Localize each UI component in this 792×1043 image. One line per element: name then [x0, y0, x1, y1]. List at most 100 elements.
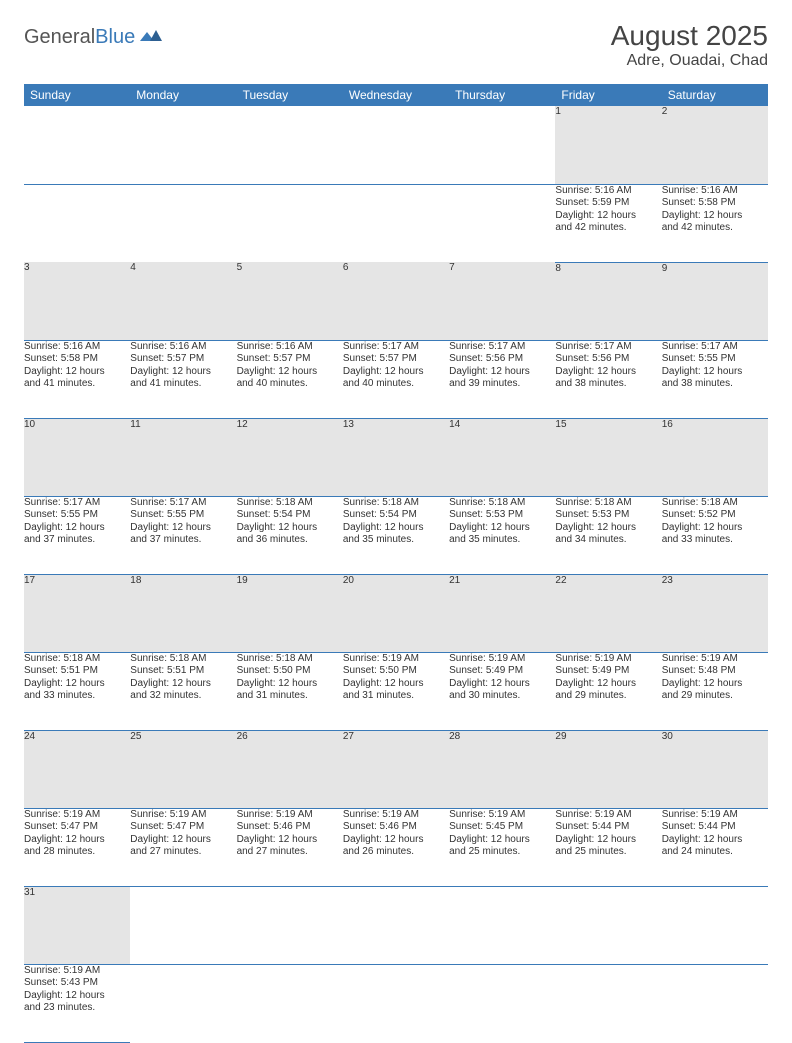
day-cell: Sunrise: 5:19 AMSunset: 5:50 PMDaylight:… [343, 652, 449, 730]
day-cell: Sunrise: 5:19 AMSunset: 5:47 PMDaylight:… [130, 808, 236, 886]
day-sunrise: Sunrise: 5:19 AM [662, 809, 768, 822]
day-day1: Daylight: 12 hours [662, 678, 768, 691]
day-cell: Sunrise: 5:18 AMSunset: 5:51 PMDaylight:… [130, 652, 236, 730]
day-sunset: Sunset: 5:48 PM [662, 665, 768, 678]
day-sunset: Sunset: 5:53 PM [449, 509, 555, 522]
day-number [24, 106, 130, 184]
day-cell: Sunrise: 5:18 AMSunset: 5:50 PMDaylight:… [237, 652, 343, 730]
day-day2: and 41 minutes. [130, 378, 236, 391]
day-header: Friday [555, 84, 661, 106]
day-number: 17 [24, 574, 130, 652]
day-sunset: Sunset: 5:47 PM [130, 821, 236, 834]
day-cell: Sunrise: 5:17 AMSunset: 5:55 PMDaylight:… [24, 496, 130, 574]
day-day2: and 35 minutes. [449, 534, 555, 547]
day-number [130, 106, 236, 184]
day-cell: Sunrise: 5:19 AMSunset: 5:47 PMDaylight:… [24, 808, 130, 886]
day-cell [449, 184, 555, 262]
logo: General Blue [24, 26, 162, 49]
day-cell: Sunrise: 5:16 AMSunset: 5:57 PMDaylight:… [130, 340, 236, 418]
day-sunrise: Sunrise: 5:17 AM [449, 341, 555, 354]
day-header: Wednesday [343, 84, 449, 106]
day-sunrise: Sunrise: 5:19 AM [237, 809, 343, 822]
day-cell: Sunrise: 5:19 AMSunset: 5:48 PMDaylight:… [662, 652, 768, 730]
day-sunset: Sunset: 5:50 PM [343, 665, 449, 678]
day-number: 1 [555, 106, 661, 184]
day-cell [130, 184, 236, 262]
day-cell [343, 964, 449, 1042]
day-number: 28 [449, 730, 555, 808]
day-number-row: 24252627282930 [24, 730, 768, 808]
day-day1: Daylight: 12 hours [662, 834, 768, 847]
day-day1: Daylight: 12 hours [449, 678, 555, 691]
location: Adre, Ouadai, Chad [611, 52, 768, 70]
day-sunset: Sunset: 5:50 PM [237, 665, 343, 678]
day-sunrise: Sunrise: 5:16 AM [24, 341, 130, 354]
day-day2: and 23 minutes. [24, 1002, 130, 1015]
day-sunset: Sunset: 5:49 PM [449, 665, 555, 678]
day-number [555, 886, 661, 964]
day-number-row: 10111213141516 [24, 418, 768, 496]
day-day1: Daylight: 12 hours [343, 678, 449, 691]
day-sunrise: Sunrise: 5:19 AM [555, 653, 661, 666]
day-day2: and 38 minutes. [555, 378, 661, 391]
day-sunset: Sunset: 5:53 PM [555, 509, 661, 522]
day-day2: and 39 minutes. [449, 378, 555, 391]
day-number: 18 [130, 574, 236, 652]
day-number: 22 [555, 574, 661, 652]
day-content-row: Sunrise: 5:19 AMSunset: 5:43 PMDaylight:… [24, 964, 768, 1042]
day-day1: Daylight: 12 hours [662, 366, 768, 379]
day-day2: and 36 minutes. [237, 534, 343, 547]
day-cell: Sunrise: 5:16 AMSunset: 5:58 PMDaylight:… [24, 340, 130, 418]
day-cell: Sunrise: 5:19 AMSunset: 5:46 PMDaylight:… [237, 808, 343, 886]
day-number: 15 [555, 418, 661, 496]
day-content-row: Sunrise: 5:19 AMSunset: 5:47 PMDaylight:… [24, 808, 768, 886]
day-day1: Daylight: 12 hours [662, 210, 768, 223]
day-day1: Daylight: 12 hours [237, 366, 343, 379]
day-sunset: Sunset: 5:49 PM [555, 665, 661, 678]
day-number: 21 [449, 574, 555, 652]
day-day2: and 27 minutes. [130, 846, 236, 859]
day-sunset: Sunset: 5:54 PM [237, 509, 343, 522]
day-sunrise: Sunrise: 5:18 AM [555, 497, 661, 510]
day-day1: Daylight: 12 hours [555, 210, 661, 223]
day-number [662, 886, 768, 964]
day-sunrise: Sunrise: 5:19 AM [24, 965, 130, 978]
day-sunrise: Sunrise: 5:17 AM [130, 497, 236, 510]
day-day2: and 35 minutes. [343, 534, 449, 547]
day-cell: Sunrise: 5:17 AMSunset: 5:55 PMDaylight:… [130, 496, 236, 574]
day-day2: and 31 minutes. [343, 690, 449, 703]
day-cell [237, 964, 343, 1042]
day-day2: and 27 minutes. [237, 846, 343, 859]
day-cell: Sunrise: 5:18 AMSunset: 5:53 PMDaylight:… [555, 496, 661, 574]
day-cell: Sunrise: 5:18 AMSunset: 5:53 PMDaylight:… [449, 496, 555, 574]
day-day1: Daylight: 12 hours [130, 678, 236, 691]
day-cell: Sunrise: 5:17 AMSunset: 5:55 PMDaylight:… [662, 340, 768, 418]
day-header: Monday [130, 84, 236, 106]
day-day1: Daylight: 12 hours [343, 522, 449, 535]
day-content-row: Sunrise: 5:18 AMSunset: 5:51 PMDaylight:… [24, 652, 768, 730]
day-number-row: 17181920212223 [24, 574, 768, 652]
day-header-row: SundayMondayTuesdayWednesdayThursdayFrid… [24, 84, 768, 106]
day-day1: Daylight: 12 hours [449, 366, 555, 379]
day-day2: and 40 minutes. [343, 378, 449, 391]
day-number: 30 [662, 730, 768, 808]
day-day2: and 42 minutes. [662, 222, 768, 235]
day-number: 25 [130, 730, 236, 808]
day-day2: and 25 minutes. [555, 846, 661, 859]
day-day2: and 33 minutes. [662, 534, 768, 547]
day-sunrise: Sunrise: 5:18 AM [449, 497, 555, 510]
day-sunrise: Sunrise: 5:17 AM [24, 497, 130, 510]
day-cell: Sunrise: 5:17 AMSunset: 5:56 PMDaylight:… [555, 340, 661, 418]
day-cell: Sunrise: 5:19 AMSunset: 5:44 PMDaylight:… [555, 808, 661, 886]
day-number: 10 [24, 418, 130, 496]
day-cell: Sunrise: 5:16 AMSunset: 5:59 PMDaylight:… [555, 184, 661, 262]
flag-icon [140, 29, 162, 48]
day-day2: and 37 minutes. [130, 534, 236, 547]
day-sunrise: Sunrise: 5:16 AM [662, 185, 768, 198]
day-sunrise: Sunrise: 5:19 AM [449, 809, 555, 822]
day-day1: Daylight: 12 hours [130, 522, 236, 535]
day-day2: and 40 minutes. [237, 378, 343, 391]
day-header: Thursday [449, 84, 555, 106]
day-sunset: Sunset: 5:54 PM [343, 509, 449, 522]
day-day1: Daylight: 12 hours [343, 834, 449, 847]
